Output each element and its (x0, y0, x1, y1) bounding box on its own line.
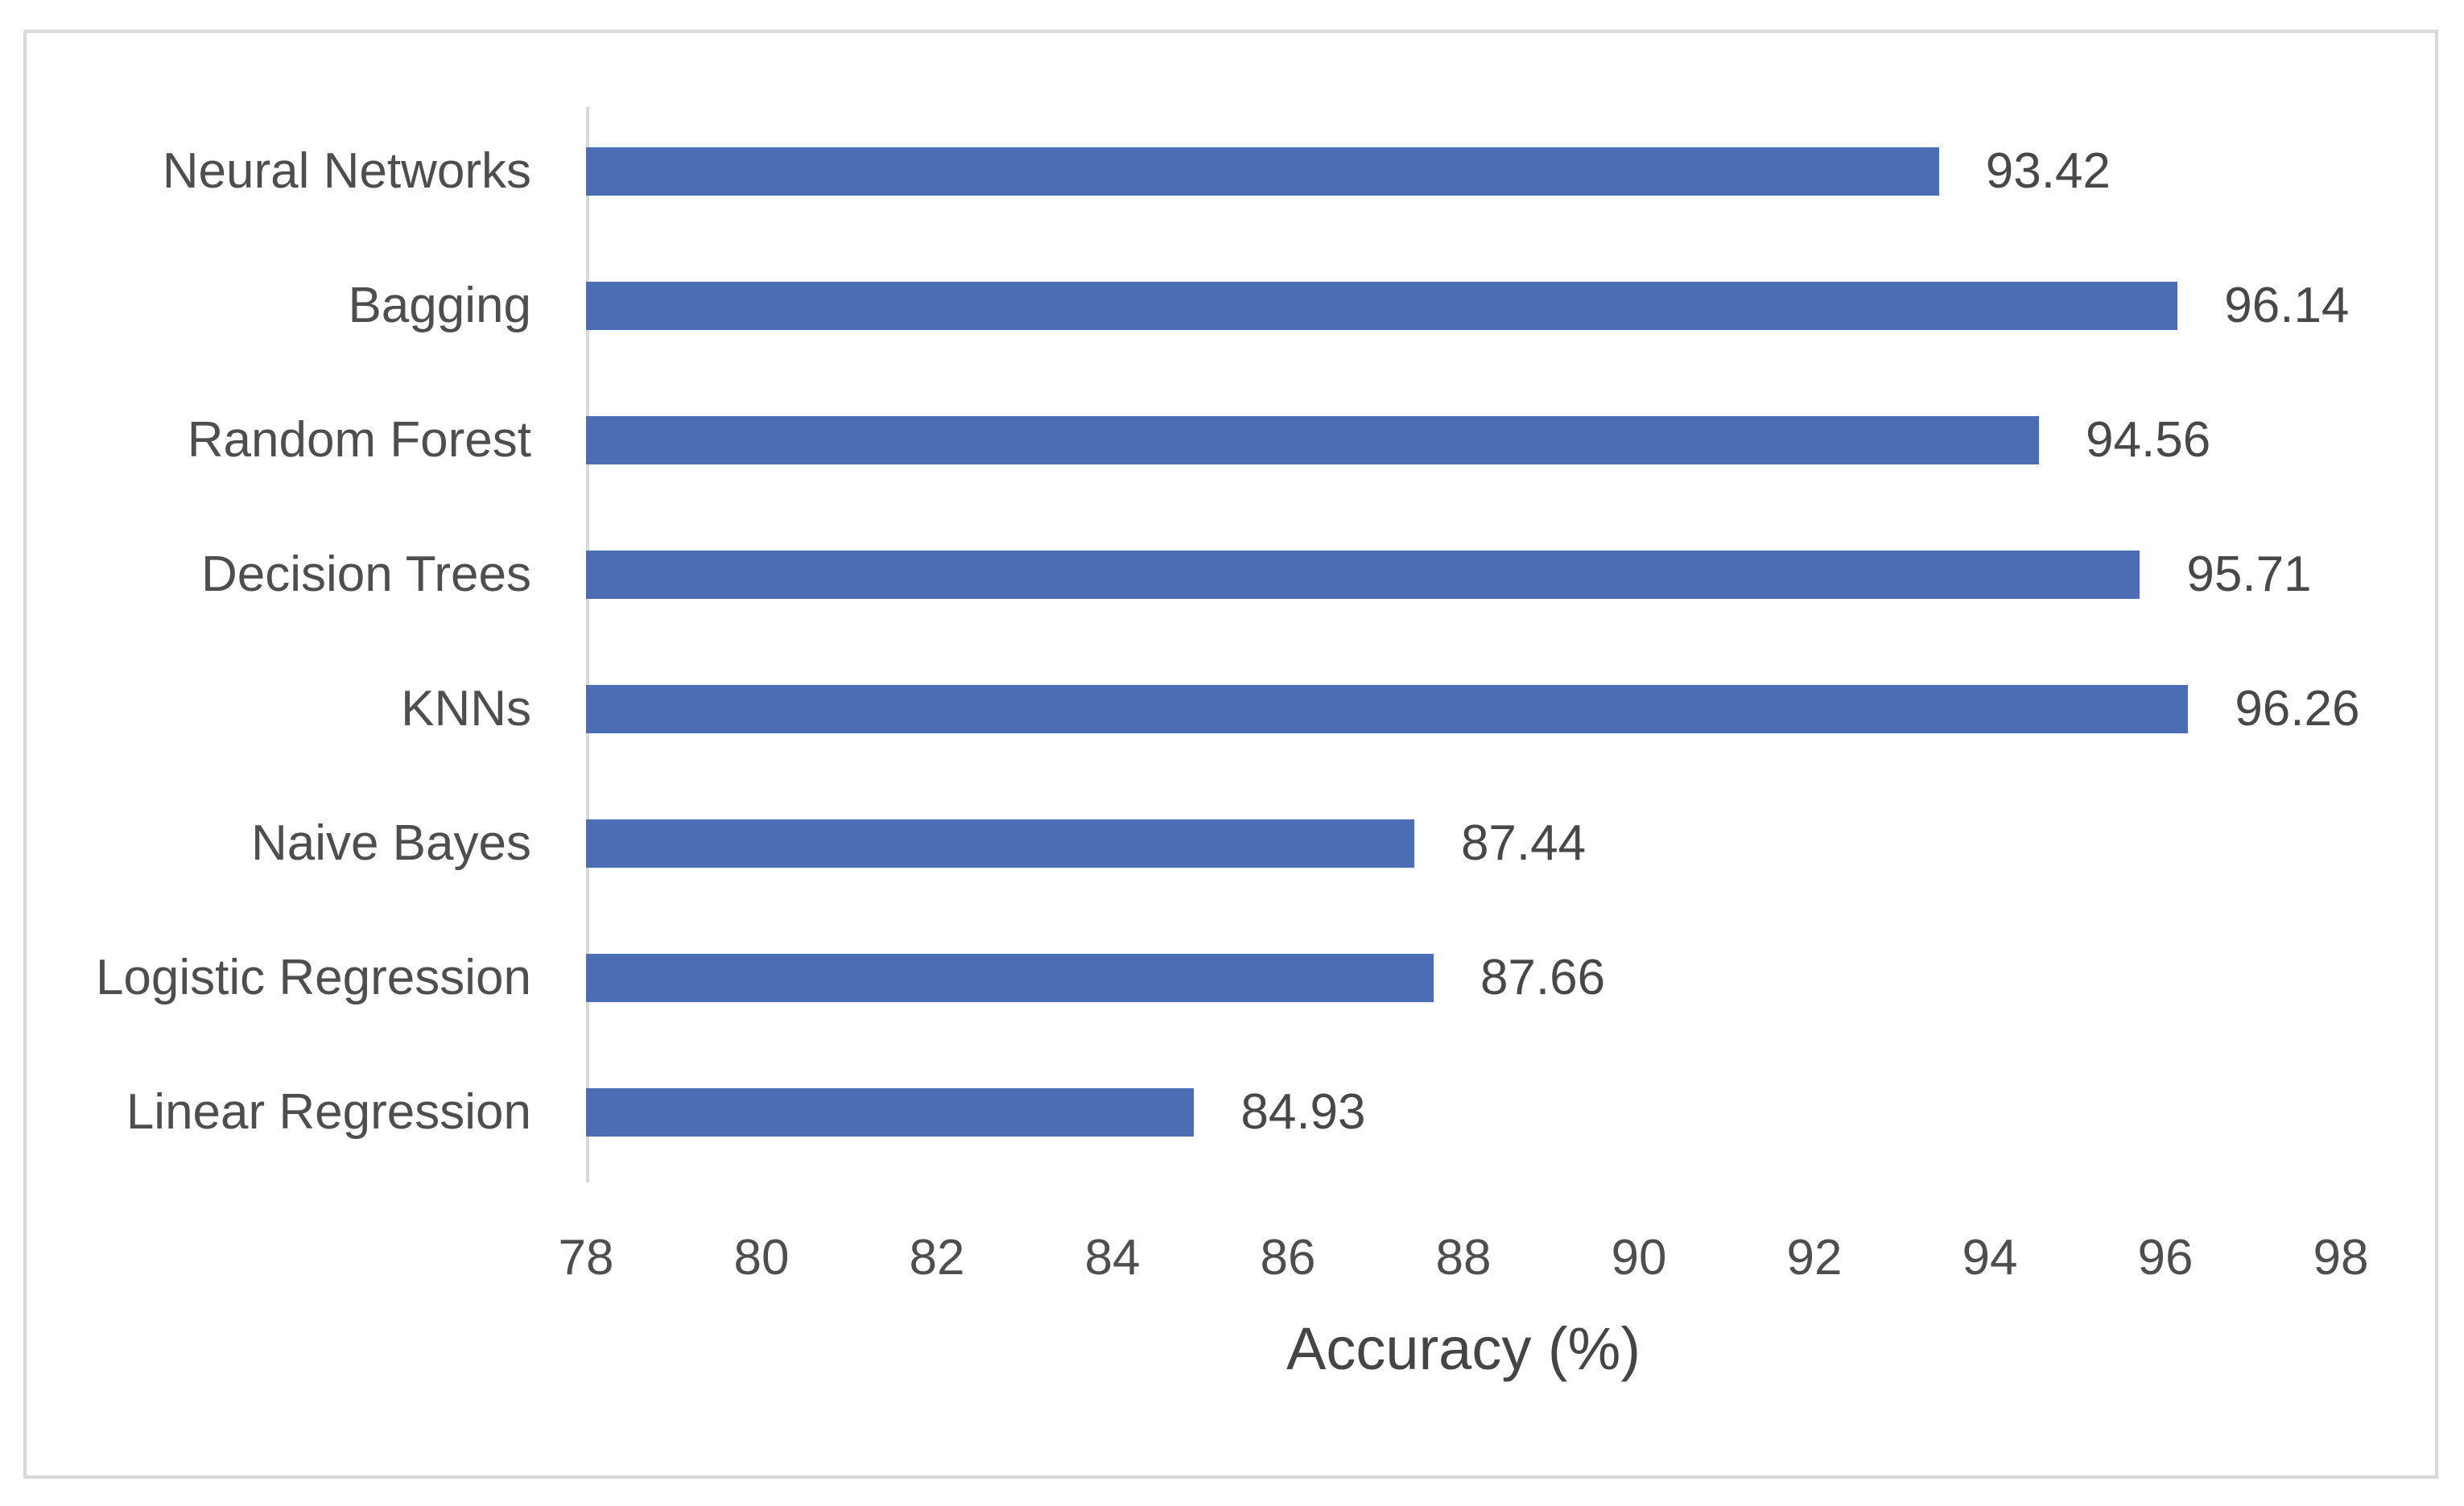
x-tick-label: 86 (1260, 1230, 1316, 1285)
bar-value-label: 94.56 (2086, 412, 2211, 468)
bar-logistic-regression (586, 953, 1434, 1002)
x-tick-label: 96 (2137, 1230, 2194, 1285)
category-label-linear-regression: Linear Regression (126, 1084, 531, 1140)
bar-value-label: 87.66 (1480, 950, 1606, 1005)
bar-row: 93.42 (586, 104, 2341, 238)
x-tick-label: 78 (558, 1230, 614, 1285)
category-label-neural-networks: Neural Networks (162, 143, 531, 199)
x-tick-label: 90 (1611, 1230, 1667, 1285)
bar-value-label: 93.42 (1985, 143, 2111, 199)
chart-frame (23, 30, 2438, 1479)
bar-value-label: 95.71 (2186, 547, 2312, 602)
bar-neural-networks (586, 146, 1939, 196)
category-label-naive-bayes: Naive Bayes (250, 815, 531, 871)
category-label-random-forest: Random Forest (187, 412, 531, 468)
category-label-knns: KNNs (401, 681, 531, 736)
bar-linear-regression (586, 1087, 1195, 1137)
bar-value-label: 96.26 (2235, 681, 2360, 736)
bar-rows: 93.42 96.14 94.56 95.71 96.26 87.44 87.66 84.93 (586, 104, 2359, 1179)
category-label-decision-trees: Decision Trees (200, 547, 531, 602)
bar-naive-bayes (586, 819, 1414, 868)
x-tick-label: 84 (1084, 1230, 1141, 1285)
bar-random-forest (586, 415, 2040, 464)
x-tick-label: 92 (1786, 1230, 1843, 1285)
bar-row: 96.26 (586, 642, 2359, 776)
x-tick-label: 80 (733, 1230, 790, 1285)
bar-decision-trees (586, 550, 2140, 599)
bar-row: 84.93 (586, 1045, 2341, 1179)
bar-row: 94.56 (586, 373, 2341, 507)
x-axis-ticks: 78 80 82 84 86 88 90 92 94 96 98 (559, 1222, 2369, 1294)
category-label-logistic-regression: Logistic Regression (95, 950, 531, 1005)
category-label-bagging: Bagging (348, 278, 531, 333)
bar-knns (586, 684, 2189, 733)
category-axis-line (586, 107, 589, 1182)
category-labels: Neural Networks Bagging Random Forest Decis… (32, 104, 531, 1179)
bar-row: 96.14 (586, 238, 2349, 373)
x-axis-title: Accuracy (%) (1286, 1315, 1641, 1382)
x-tick-label: 94 (1962, 1230, 2018, 1285)
bar-row: 87.66 (586, 910, 2341, 1045)
bar-row: 87.44 (586, 776, 2341, 910)
bar-value-label: 84.93 (1240, 1084, 1366, 1140)
bar-bagging (586, 281, 2178, 330)
bar-row: 95.71 (586, 507, 2341, 642)
x-tick-label: 88 (1435, 1230, 1492, 1285)
bar-value-label: 87.44 (1460, 815, 1587, 871)
x-tick-label: 98 (2313, 1230, 2369, 1285)
bar-value-label: 96.14 (2224, 278, 2350, 333)
x-tick-label: 82 (909, 1230, 965, 1285)
